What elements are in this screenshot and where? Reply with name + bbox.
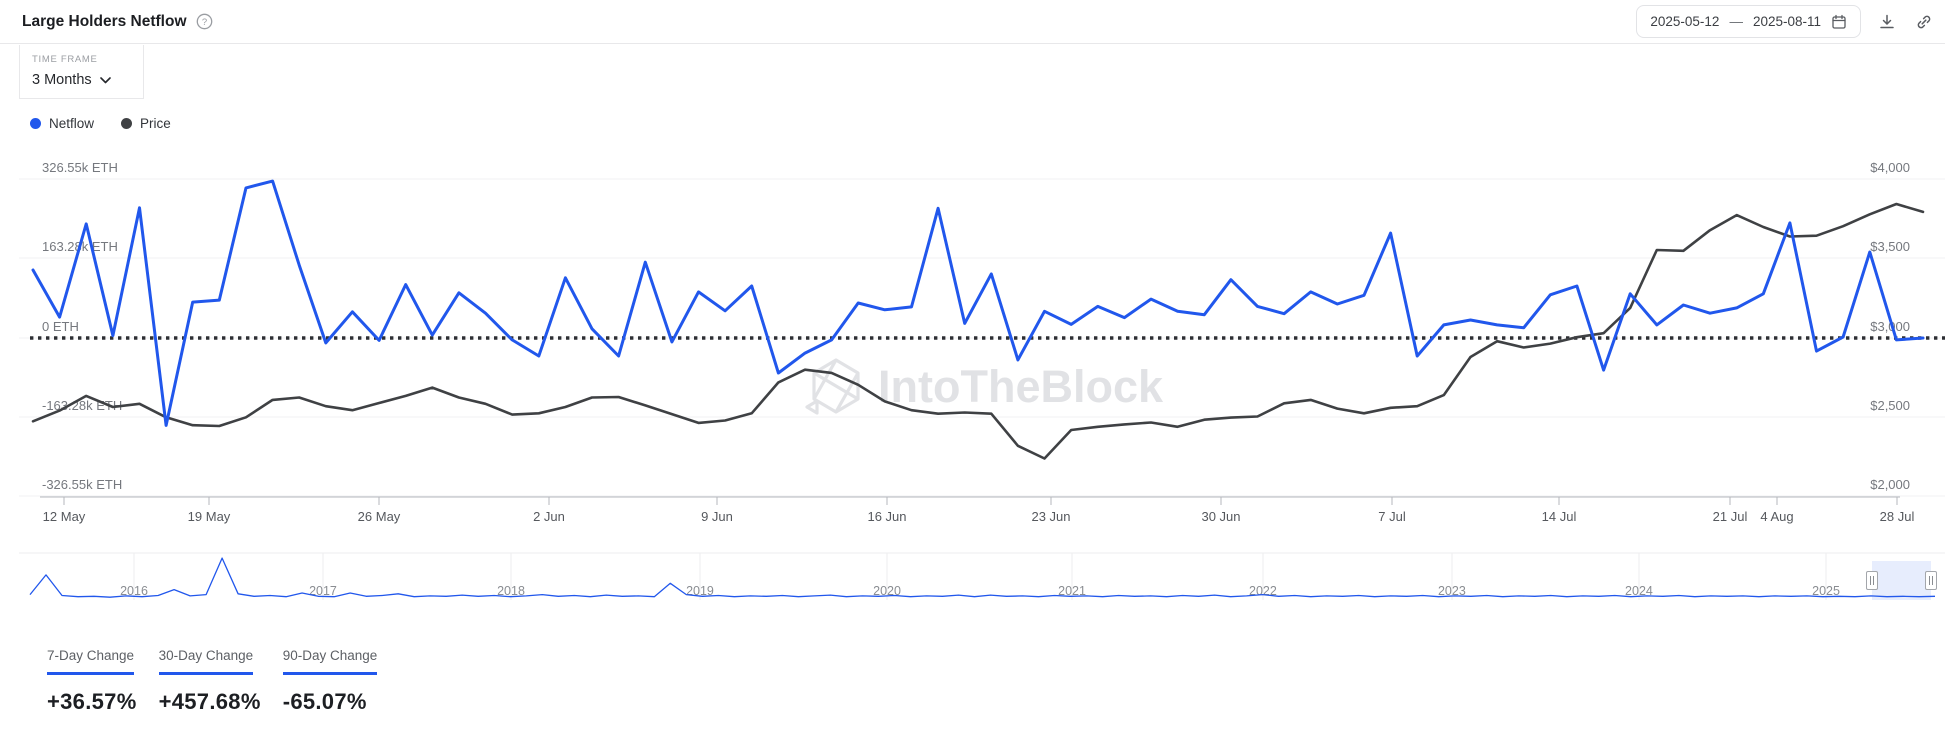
timeframe-select[interactable]: TIME FRAME 3 Months bbox=[19, 45, 144, 99]
intotheblock-logo-icon bbox=[804, 357, 864, 415]
navigator-handle-right[interactable] bbox=[1925, 571, 1938, 590]
calendar-icon bbox=[1831, 14, 1847, 30]
download-button[interactable] bbox=[1876, 11, 1898, 33]
stat-30d-value: +457.68% bbox=[158, 689, 261, 714]
x-tick-label: 28 Jul bbox=[1879, 509, 1915, 524]
netflow-price-chart[interactable] bbox=[0, 130, 1945, 540]
legend-netflow-label: Netflow bbox=[49, 116, 95, 131]
help-icon[interactable]: ? bbox=[196, 13, 213, 30]
chevron-down-icon bbox=[99, 76, 111, 84]
svg-text:?: ? bbox=[201, 17, 206, 28]
y-axis-right-label: $3,000 bbox=[1870, 319, 1910, 334]
copy-link-icon[interactable] bbox=[1913, 11, 1935, 33]
x-tick-label: 21 Jul bbox=[1712, 509, 1748, 524]
legend-item-netflow[interactable]: Netflow bbox=[30, 116, 94, 131]
x-tick-label: 12 May bbox=[42, 509, 86, 524]
stat-7d-label: 7-Day Change bbox=[47, 648, 135, 675]
y-axis-right-label: $4,000 bbox=[1870, 160, 1910, 175]
chart-legend: Netflow Price bbox=[30, 116, 171, 131]
x-tick-label: 30 Jun bbox=[1201, 509, 1241, 524]
navigator-selection[interactable] bbox=[1872, 561, 1932, 600]
price-legend-dot-icon bbox=[121, 118, 133, 129]
date-range-picker[interactable]: 2025-05-12 — 2025-08-11 bbox=[1636, 5, 1861, 38]
x-tick-label: 16 Jun bbox=[867, 509, 907, 524]
date-range-separator: — bbox=[1729, 14, 1743, 29]
y-axis-left-label: -326.55k ETH bbox=[42, 477, 123, 492]
x-tick-label: 26 May bbox=[357, 509, 401, 524]
x-tick-label: 2 Jun bbox=[533, 509, 565, 524]
stat-7-day-change: 7-Day Change +36.57% bbox=[47, 648, 137, 715]
date-range-end: 2025-08-11 bbox=[1752, 14, 1821, 29]
x-tick-label: 19 May bbox=[187, 509, 231, 524]
stat-30d-label: 30-Day Change bbox=[158, 648, 254, 675]
legend-price-label: Price bbox=[140, 116, 171, 131]
timeframe-label: TIME FRAME bbox=[32, 54, 98, 65]
x-tick-label: 23 Jun bbox=[1031, 509, 1071, 524]
x-tick-label: 9 Jun bbox=[701, 509, 733, 524]
timeframe-value: 3 Months bbox=[32, 72, 92, 88]
date-range-start: 2025-05-12 bbox=[1650, 14, 1720, 29]
navigator-chart[interactable] bbox=[0, 548, 1945, 612]
stats-row: 7-Day Change +36.57% 30-Day Change +457.… bbox=[47, 648, 378, 715]
x-tick-label: 7 Jul bbox=[1378, 509, 1406, 524]
y-axis-right-label: $2,000 bbox=[1870, 477, 1910, 492]
netflow-legend-dot-icon bbox=[30, 118, 41, 129]
stat-90d-value: -65.07% bbox=[282, 689, 367, 714]
y-axis-right-label: $3,500 bbox=[1870, 239, 1910, 254]
y-axis-left-label: 0 ETH bbox=[42, 319, 79, 334]
watermark: IntoTheBlock bbox=[804, 357, 1163, 415]
stat-90-day-change: 90-Day Change -65.07% bbox=[282, 648, 378, 715]
stat-30-day-change: 30-Day Change +457.68% bbox=[158, 648, 261, 715]
page-title: Large Holders Netflow bbox=[22, 12, 187, 30]
x-tick-label: 4 Aug bbox=[1760, 509, 1794, 524]
x-tick-label: 14 Jul bbox=[1541, 509, 1577, 524]
y-axis-left-label: 326.55k ETH bbox=[42, 160, 118, 175]
app-header: Large Holders Netflow ? 2025-05-12 — 202… bbox=[0, 0, 1945, 44]
y-axis-right-label: $2,500 bbox=[1870, 398, 1910, 413]
watermark-text: IntoTheBlock bbox=[878, 360, 1164, 412]
navigator-handle-left[interactable] bbox=[1866, 571, 1879, 590]
stat-90d-label: 90-Day Change bbox=[282, 648, 378, 675]
stat-7d-value: +36.57% bbox=[47, 689, 137, 714]
legend-item-price[interactable]: Price bbox=[121, 116, 171, 131]
